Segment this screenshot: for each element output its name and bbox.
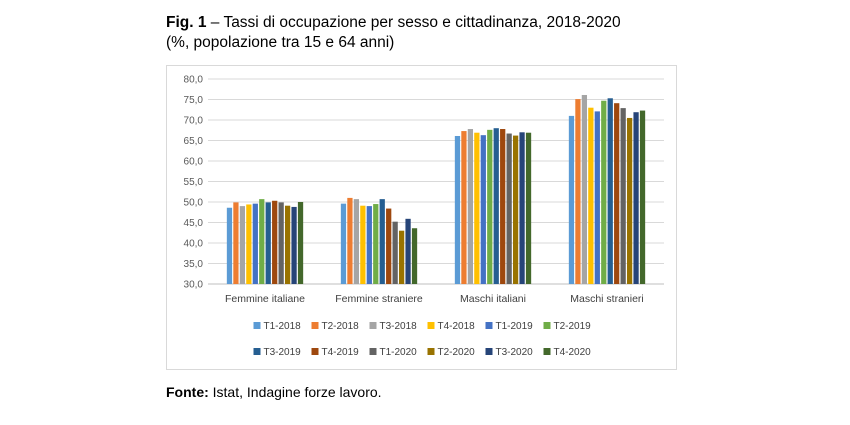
legend-label: T4-2020 [554,347,592,358]
bar [575,99,581,284]
bar [639,110,646,284]
y-tick-label: 45,0 [184,218,204,229]
bar [373,204,379,284]
bar [614,103,620,284]
bar [500,129,506,284]
x-category-label: Maschi italiani [460,293,526,305]
bar [360,205,366,284]
source-label: Fonte: [166,384,209,400]
legend-label: T4-2018 [438,321,476,332]
legend-label: T3-2018 [380,321,418,332]
legend-swatch [427,348,435,355]
y-tick-label: 35,0 [184,259,204,270]
bar [265,202,271,284]
bar [291,206,297,284]
bar [340,203,347,284]
x-category-label: Maschi stranieri [570,293,644,305]
bar [366,206,372,284]
y-tick-label: 30,0 [184,280,204,291]
bar [633,112,639,285]
bar [379,199,385,284]
y-tick-label: 70,0 [184,116,204,127]
bar [519,132,525,284]
y-tick-label: 50,0 [184,198,204,209]
bar [411,228,418,284]
bar [512,135,519,284]
legend-label: T1-2020 [380,347,418,358]
bar [467,129,474,284]
bar [353,199,360,284]
bar [252,203,258,284]
y-tick-label: 60,0 [184,157,204,168]
bar [233,202,239,284]
legend-label: T2-2019 [554,321,592,332]
bar [601,100,607,284]
bar [284,205,291,284]
bar [347,197,353,284]
bar [297,202,304,284]
figure-title: Fig. 1 – Tassi di occupazione per sesso … [166,13,621,53]
bar [405,218,411,284]
legend-swatch [485,322,493,329]
y-tick-label: 40,0 [184,239,204,250]
y-tick-label: 55,0 [184,177,204,188]
bar [506,133,512,284]
bar [588,107,594,284]
bar [487,129,493,284]
legend-swatch [427,322,435,329]
legend-swatch [485,348,493,355]
bar [525,132,532,284]
legend-label: T4-2019 [322,347,360,358]
bar [620,108,626,284]
bar [386,208,392,284]
bar [278,202,284,284]
legend-swatch [543,322,551,329]
chart-frame: 30,0 35,0 40,0 45,0 50,0 55,0 60,0 65,0 70,0 75,0… [166,65,677,370]
y-tick-label: 65,0 [184,136,204,147]
bar [226,207,233,284]
x-category-label: Femmine italiane [225,293,305,305]
legend-label: T2-2018 [322,321,360,332]
y-tick-label: 80,0 [184,75,204,86]
legend-label: T2-2020 [438,347,476,358]
source-note: Fonte: Istat, Indagine forze lavoro. [166,384,382,400]
bar [246,204,252,284]
legend-swatch [369,348,377,355]
legend-swatch [369,322,377,329]
legend-swatch [543,348,551,355]
x-category-label: Femmine straniere [335,293,423,305]
bar [493,128,499,284]
bar [461,131,467,284]
bar [607,98,613,284]
bar [454,135,461,284]
bar [480,135,486,284]
bar [474,132,480,284]
legend-label: T1-2019 [496,321,534,332]
legend-label: T3-2019 [264,347,302,358]
legend-swatch [311,322,319,329]
legend-label: T1-2018 [264,321,302,332]
figure-title-text: – Tassi di occupazione per sesso e citta… [206,14,621,31]
source-text: Istat, Indagine forze lavoro. [208,384,382,400]
bar [392,221,398,284]
bar [239,206,246,284]
bar [594,111,600,284]
bar-chart: 30,0 35,0 40,0 45,0 50,0 55,0 60,0 65,0 70,0 75,0… [184,75,664,358]
y-tick-label: 75,0 [184,95,204,106]
legend-label: T3-2020 [496,347,534,358]
legend-swatch [253,348,261,355]
bar [581,94,588,285]
title-line: Fig. 1 – Tassi di occupazione per sesso … [166,13,621,33]
legend-swatch [253,322,261,329]
bar [568,115,575,285]
legend-swatch [311,348,319,355]
bar [259,199,265,284]
bar [626,117,633,284]
bar [272,200,278,284]
figure-subtitle: (%, popolazione tra 15 e 64 anni) [166,34,395,51]
bar [398,230,405,284]
figure-label: Fig. 1 [166,14,207,31]
